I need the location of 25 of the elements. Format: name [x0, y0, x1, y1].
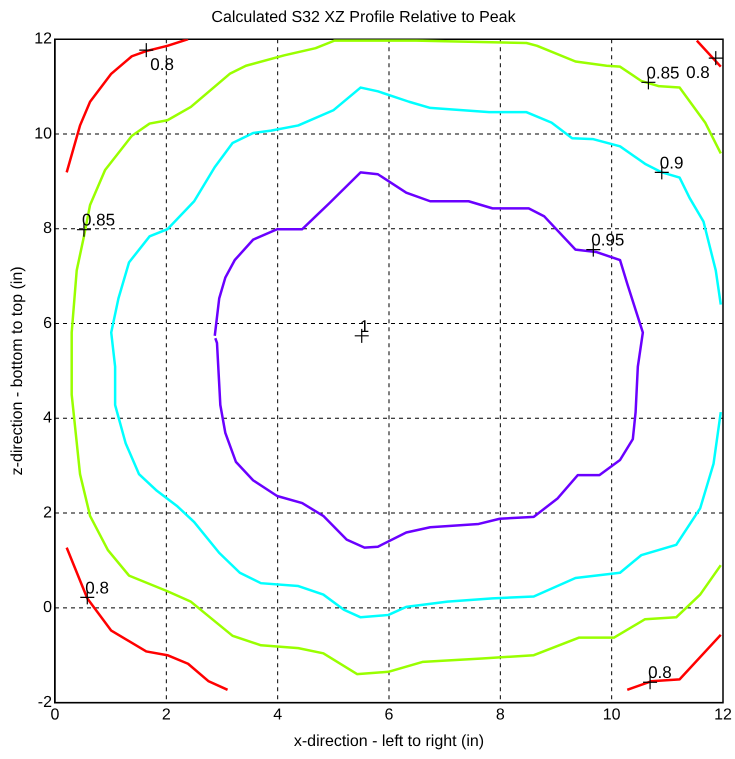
y-tick-label: 4 [43, 410, 52, 427]
y-tick-label: 0 [43, 599, 52, 616]
y-tick-label: -2 [38, 694, 52, 712]
y-axis-title: z-direction - bottom to top (in) [9, 266, 26, 476]
annotation: 0.8 [648, 663, 672, 682]
annotation: 0.8 [686, 63, 710, 82]
chart-title: Calculated S32 XZ Profile Relative to Peak [211, 9, 517, 26]
annotation: 0.8 [85, 578, 109, 598]
annotation: 0.9 [660, 153, 684, 172]
x-tick-label: 8 [496, 706, 505, 724]
x-tick-label: 10 [602, 706, 621, 724]
series-label: 1 [360, 316, 370, 336]
x-tick-label: 6 [384, 706, 394, 724]
annotation: 0.85 [646, 63, 680, 82]
annotation: 0.8 [150, 55, 174, 74]
y-tick-label: 8 [43, 220, 52, 238]
x-tick-label: 2 [162, 706, 171, 724]
y-tick-label: 12 [34, 30, 52, 48]
x-axis-title: x-direction - left to right (in) [294, 732, 484, 750]
x-tick-label: 4 [273, 706, 282, 724]
y-tick-label: 2 [43, 504, 52, 522]
y-tick-label: 10 [34, 125, 52, 142]
annotation: 0.95 [591, 230, 624, 250]
y-tick-label: 6 [43, 314, 52, 332]
x-tick-label: 12 [714, 706, 732, 724]
